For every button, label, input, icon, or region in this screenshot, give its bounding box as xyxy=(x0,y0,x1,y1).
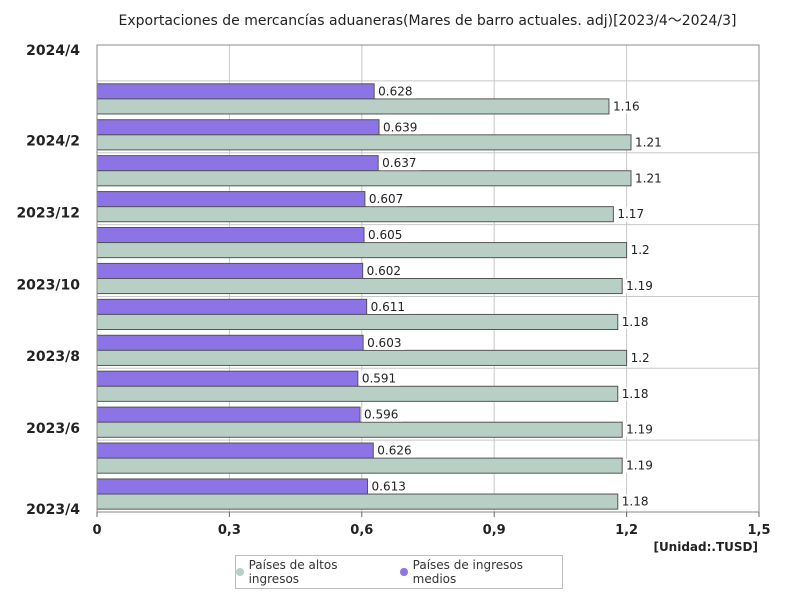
bar-middle-income xyxy=(96,262,364,279)
y-tick-label: 2024/4 xyxy=(26,43,80,59)
data-label-bg xyxy=(380,156,421,171)
data-label-middle-income: 0.605 xyxy=(368,228,402,242)
bar-middle-income xyxy=(96,155,379,172)
data-label-middle-income: 0.602 xyxy=(367,264,401,278)
bar-high-income xyxy=(96,385,619,402)
data-label-high-income: 1.2 xyxy=(631,351,650,365)
bar-high-income xyxy=(96,170,632,187)
data-label-bg xyxy=(624,279,657,294)
data-label-high-income: 1.19 xyxy=(626,459,653,473)
data-label-bg xyxy=(628,350,655,365)
data-label-bg xyxy=(628,243,655,258)
legend-swatch-middle-income xyxy=(400,568,408,576)
x-tick-label: 0,9 xyxy=(483,523,506,538)
data-label-high-income: 1.17 xyxy=(617,207,644,221)
data-label-high-income: 1.21 xyxy=(635,135,662,149)
data-label-bg xyxy=(364,263,405,278)
data-label-bg xyxy=(381,120,422,135)
unit-label: [Unidad:.TUSD] xyxy=(653,540,758,554)
data-label-high-income: 1.19 xyxy=(626,279,653,293)
bar-high-income xyxy=(96,313,619,331)
bar-high-income xyxy=(96,493,619,510)
data-label-middle-income: 0.639 xyxy=(383,120,417,134)
data-label-bg xyxy=(369,479,410,494)
data-labels-layer: 0.613 1.18 0.626 1.19 0.596 1.19 0.591 1.18 0.60… xyxy=(359,84,666,509)
bar-middle-income xyxy=(96,478,369,495)
data-label-bg xyxy=(619,386,653,401)
chart-title: Exportaciones de mercancías aduaneras(Ma… xyxy=(118,13,737,29)
bar-middle-income xyxy=(96,442,374,459)
legend-item-high-income: Países de altos ingresos xyxy=(236,558,384,586)
data-label-middle-income: 0.611 xyxy=(371,300,405,314)
bar-middle-income xyxy=(96,406,361,423)
y-tick-label: 2023/8 xyxy=(26,349,80,365)
bar-high-income xyxy=(96,278,623,295)
data-label-middle-income: 0.637 xyxy=(382,156,416,170)
data-label-bg xyxy=(359,371,400,386)
data-label-bg xyxy=(368,299,409,314)
x-tick-label: 1,5 xyxy=(747,523,770,538)
data-label-bg xyxy=(610,99,644,114)
data-label-middle-income: 0.626 xyxy=(377,444,411,458)
legend-item-middle-income: Países de ingresos medios xyxy=(400,558,562,586)
legend: Países de altos ingresos Países de ingre… xyxy=(235,555,563,589)
bar-middle-income xyxy=(96,119,380,136)
data-label-bg xyxy=(376,84,417,99)
y-tick-label: 2023/4 xyxy=(26,502,80,518)
data-label-bg xyxy=(633,135,666,150)
legend-swatch-high-income xyxy=(236,568,244,576)
data-label-high-income: 1.2 xyxy=(631,243,650,257)
legend-label-high-income: Países de altos ingresos xyxy=(248,558,338,586)
bar-high-income xyxy=(96,349,628,366)
data-label-middle-income: 0.603 xyxy=(367,336,401,350)
data-label-high-income: 1.18 xyxy=(622,495,649,509)
bar-high-income xyxy=(96,98,610,115)
data-label-bg xyxy=(366,192,407,207)
data-label-high-income: 1.18 xyxy=(622,387,649,401)
bar-middle-income xyxy=(96,370,359,387)
data-label-bg xyxy=(615,207,649,222)
data-label-middle-income: 0.591 xyxy=(362,372,396,386)
data-label-high-income: 1.18 xyxy=(622,315,649,329)
legend-label-middle-income: Países de ingresos medios xyxy=(412,558,523,586)
data-label-bg xyxy=(365,335,406,350)
data-label-bg xyxy=(619,494,653,509)
bar-middle-income xyxy=(96,83,375,100)
bar-middle-income xyxy=(96,191,366,208)
data-label-middle-income: 0.607 xyxy=(369,192,403,206)
y-tick-label: 2023/10 xyxy=(16,277,80,293)
data-label-high-income: 1.16 xyxy=(613,99,640,113)
x-tick-label: 0,6 xyxy=(350,523,373,538)
data-label-bg xyxy=(619,314,653,329)
bar-high-income xyxy=(96,457,623,474)
y-tick-label: 2024/2 xyxy=(26,134,80,150)
plot-border xyxy=(96,44,760,513)
data-label-middle-income: 0.596 xyxy=(364,408,398,422)
data-label-middle-income: 0.628 xyxy=(378,84,412,98)
data-label-bg xyxy=(633,171,666,186)
bar-high-income xyxy=(96,206,614,223)
data-label-bg xyxy=(624,422,657,437)
data-label-high-income: 1.19 xyxy=(626,423,653,437)
axis-layer: 0 0,3 0,6 0,9 1,2 1,5 2023/4 2023/6 2023/8 2023/1… xyxy=(16,43,770,538)
bar-middle-income xyxy=(96,334,364,351)
data-label-bg xyxy=(375,443,416,458)
bar-middle-income xyxy=(96,298,368,315)
x-tick-label: 0 xyxy=(92,523,101,538)
x-tick-label: 1,2 xyxy=(615,523,638,538)
bar-middle-income xyxy=(96,226,365,244)
data-label-bg xyxy=(624,458,657,473)
bar-high-income xyxy=(96,421,623,438)
data-label-bg xyxy=(362,407,403,422)
x-tick-label: 0,3 xyxy=(218,523,241,538)
data-label-high-income: 1.21 xyxy=(635,171,662,185)
data-label-middle-income: 0.613 xyxy=(372,479,406,493)
bar-high-income xyxy=(96,242,628,259)
y-tick-label: 2023/6 xyxy=(26,421,80,437)
data-label-bg xyxy=(366,228,407,243)
bars-layer xyxy=(96,83,632,510)
bar-high-income xyxy=(96,134,632,151)
y-tick-label: 2023/12 xyxy=(16,205,80,221)
